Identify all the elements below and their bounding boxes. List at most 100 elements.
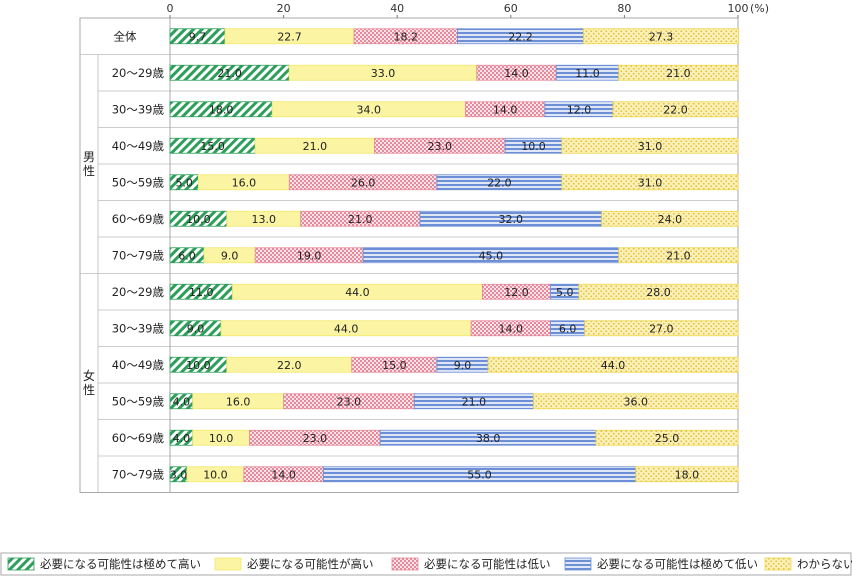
group-label: 男性: [83, 150, 95, 178]
data-label: 5.0: [175, 176, 193, 189]
data-label: 25.0: [655, 432, 680, 445]
data-label: 36.0: [624, 395, 649, 408]
row-label: 60～69歳: [112, 431, 165, 445]
row-label: 60～69歳: [112, 212, 165, 226]
data-label: 9.0: [187, 322, 205, 335]
row-label: 30～39歳: [112, 102, 165, 116]
data-label: 24.0: [658, 213, 683, 226]
data-label: 16.0: [226, 395, 251, 408]
bar-segment: [583, 28, 739, 45]
x-tick-label: 20: [277, 2, 291, 15]
data-label: 31.0: [638, 176, 663, 189]
data-label: 14.0: [271, 468, 296, 481]
row-label: 20～29歳: [112, 285, 165, 299]
data-label: 21.0: [462, 395, 487, 408]
row-label: 全体: [114, 29, 137, 43]
data-label: 12.0: [504, 286, 529, 299]
bar-segment: [584, 320, 739, 337]
data-label: 44.0: [601, 359, 626, 372]
data-label: 32.0: [499, 213, 524, 226]
data-label: 23.0: [303, 432, 328, 445]
data-label: 34.0: [357, 103, 382, 116]
row-label: 30～39歳: [112, 321, 165, 335]
row-label: 40～49歳: [112, 139, 165, 153]
x-tick-label: 100: [728, 2, 749, 15]
legend: 必要になる可能性は極めて高い 必要になる可能性が高い 必要になる可能性は低い 必要にな…: [0, 552, 852, 576]
data-label: 22.7: [277, 30, 302, 43]
data-label: 9.0: [454, 359, 472, 372]
row-labels: 全体 20～29歳 30～39歳 40～49歳 50～59歳 60～69歳 70～79歳 20…: [83, 29, 164, 481]
data-label: 14.0: [499, 322, 524, 335]
data-label: 21.0: [666, 249, 691, 262]
bar-segment: [561, 137, 739, 154]
bars: 9.7 22.7 18.2 22.2 27.3 21.0 33.0 14.0 11.0 21.0 1…: [169, 28, 739, 483]
data-label: 23.0: [428, 140, 453, 153]
data-label: 55.0: [467, 468, 492, 481]
row-label: 20～29歳: [112, 66, 165, 80]
legend-swatch: [564, 557, 592, 571]
row-label: 40～49歳: [112, 358, 165, 372]
x-axis-unit: (%): [750, 2, 769, 15]
data-label: 22.0: [663, 103, 688, 116]
legend-label: 必要になる可能性は極めて高い: [40, 557, 201, 571]
legend-swatch: [214, 557, 242, 571]
legend-label: 必要になる可能性が高い: [247, 557, 374, 571]
data-label: 10.0: [521, 140, 546, 153]
data-label: 6.0: [559, 322, 577, 335]
data-label: 3.0: [170, 468, 188, 481]
data-label: 33.0: [371, 67, 396, 80]
bar-segment: [618, 247, 739, 264]
data-label: 9.7: [189, 30, 207, 43]
data-label: 10.0: [186, 359, 211, 372]
data-label: 18.2: [393, 30, 418, 43]
bar-segment: [487, 356, 739, 373]
data-label: 14.0: [493, 103, 518, 116]
data-label: 15.0: [382, 359, 407, 372]
x-tick-label: 60: [504, 2, 518, 15]
legend-label: 必要になる可能性は低い: [424, 557, 551, 571]
data-label: 44.0: [345, 286, 370, 299]
data-label: 44.0: [334, 322, 359, 335]
data-label: 5.0: [556, 286, 574, 299]
data-label: 31.0: [638, 140, 663, 153]
data-label: 22.0: [487, 176, 512, 189]
legend-swatch: [7, 557, 35, 571]
data-label: 21.0: [666, 67, 691, 80]
row-label: 50～59歳: [112, 394, 165, 408]
data-label: 13.0: [251, 213, 276, 226]
data-label: 45.0: [479, 249, 504, 262]
bar-segment: [595, 429, 739, 446]
x-axis: 0 20 40 60 80 100 (%): [167, 2, 769, 18]
data-label: 6.0: [178, 249, 196, 262]
data-label: 16.0: [232, 176, 257, 189]
data-label: 10.0: [209, 432, 234, 445]
data-label: 22.2: [508, 30, 533, 43]
data-label: 4.0: [173, 395, 191, 408]
legend-box: [0, 552, 852, 576]
row-label: 70～79歳: [112, 467, 165, 481]
legend-swatch: [764, 557, 792, 571]
bar-segment: [533, 393, 739, 410]
legend-swatch: [391, 557, 419, 571]
row-label: 70～79歳: [112, 248, 165, 262]
bar-segment: [635, 466, 739, 483]
x-tick-label: 0: [167, 2, 174, 15]
bar-segment: [612, 101, 739, 118]
data-label: 26.0: [351, 176, 376, 189]
group-label: 女性: [83, 368, 95, 397]
data-label: 15.0: [200, 140, 225, 153]
data-label: 19.0: [297, 249, 322, 262]
data-label: 38.0: [476, 432, 501, 445]
bar-segment: [618, 64, 739, 81]
x-tick-label: 40: [390, 2, 404, 15]
bar-segment: [561, 174, 739, 191]
data-label: 10.0: [186, 213, 211, 226]
data-label: 4.0: [173, 432, 191, 445]
data-label: 18.0: [675, 468, 700, 481]
data-label: 22.0: [277, 359, 302, 372]
bar-segment: [601, 210, 739, 227]
data-label: 21.0: [348, 213, 373, 226]
data-label: 18.0: [209, 103, 234, 116]
data-label: 27.0: [649, 322, 674, 335]
legend-label: 必要になる可能性は極めて低い: [597, 557, 758, 571]
